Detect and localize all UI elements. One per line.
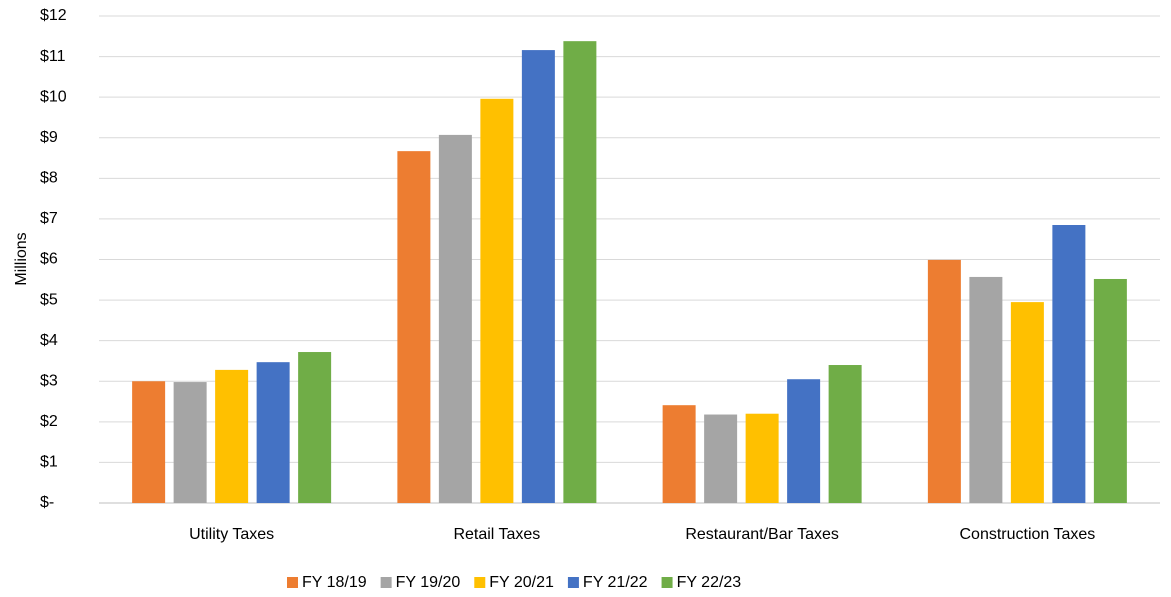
bar [969, 276, 1003, 503]
bar [256, 362, 290, 503]
legend-swatch [567, 577, 579, 588]
bar [745, 413, 779, 503]
legend-label: FY 20/21 [489, 574, 554, 591]
y-tick-label: $1 [40, 454, 58, 471]
legend-label: FY 18/19 [302, 574, 367, 591]
y-tick-label: $10 [40, 88, 67, 105]
y-tick-label: $8 [40, 170, 58, 187]
y-axis-label: Millions [13, 232, 30, 285]
bar [787, 379, 821, 503]
y-tick-label: $7 [40, 210, 58, 227]
legend-swatch [380, 577, 392, 588]
x-tick-label: Construction Taxes [959, 526, 1095, 543]
x-tick-label: Utility Taxes [189, 526, 274, 543]
y-tick-label: $3 [40, 372, 58, 389]
bar [828, 365, 862, 503]
y-tick-label: $11 [40, 48, 66, 65]
y-tick-label: $6 [40, 251, 58, 268]
bar [1010, 302, 1044, 503]
y-tick-label: $9 [40, 129, 58, 146]
bar [563, 41, 597, 503]
y-tick-label: $2 [40, 413, 58, 430]
bar [1052, 225, 1086, 504]
bar [1093, 278, 1127, 503]
x-tick-label: Restaurant/Bar Taxes [685, 526, 839, 543]
legend-label: FY 22/23 [677, 574, 742, 591]
bar [704, 414, 738, 503]
y-tick-label: $4 [40, 332, 58, 349]
legend-label: FY 19/20 [396, 574, 461, 591]
legend-swatch [661, 577, 673, 588]
x-tick-label: Retail Taxes [453, 526, 540, 543]
bar [480, 98, 514, 503]
legend-swatch [474, 577, 486, 588]
bar [662, 405, 696, 503]
legend-label: FY 21/22 [583, 574, 648, 591]
legend-swatch [287, 577, 298, 588]
bar [215, 369, 249, 503]
y-tick-label: $- [40, 494, 54, 511]
bar [927, 259, 961, 503]
bar [521, 50, 555, 504]
bar [132, 381, 166, 503]
y-tick-label: $5 [40, 291, 58, 308]
y-tick-label: $12 [40, 7, 67, 24]
bar [397, 151, 431, 503]
bar [173, 382, 207, 503]
bar [438, 134, 472, 503]
bar [298, 352, 332, 503]
